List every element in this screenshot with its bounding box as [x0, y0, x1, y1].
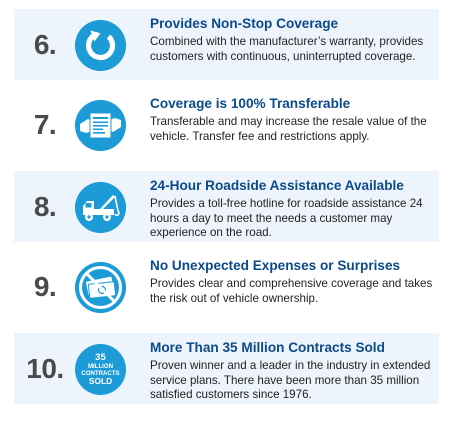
document-transfer-icon	[75, 100, 126, 151]
item-description: Provides clear and comprehensive coverag…	[150, 277, 433, 305]
item-description: Transferable and may increase the resale…	[150, 115, 427, 143]
benefit-item-7: 7. Coverage is 100% Transferable Transfe…	[14, 89, 439, 160]
item-title: Coverage is 100% Transferable	[150, 96, 351, 111]
item-number: 8.	[33, 190, 57, 222]
badge-number: 35	[95, 352, 106, 363]
item-number: 9.	[33, 270, 57, 302]
item-number: 7.	[33, 108, 57, 140]
no-money-icon	[75, 262, 126, 313]
benefit-item-10: 10. 35 MILLION CONTRACTS SOLD More Than …	[14, 333, 439, 404]
badge-million: MILLION	[87, 363, 114, 370]
circular-arrow-icon	[75, 20, 126, 71]
item-description: Proven winner and a leader in the indust…	[150, 359, 431, 402]
item-number: 10.	[26, 352, 64, 384]
contracts-sold-badge: 35 MILLION CONTRACTS SOLD	[75, 344, 126, 395]
benefit-item-8: 8. 24-Hour Roadside Assistance Available…	[14, 171, 439, 242]
benefit-item-9: 9. No Unexpected Expenses or Surprises P…	[14, 251, 439, 322]
benefit-item-6: 6. Provides Non-Stop Coverage Combined w…	[14, 9, 439, 80]
badge-contracts: CONTRACTS	[81, 370, 120, 377]
item-title: More Than 35 Million Contracts Sold	[150, 340, 385, 355]
item-title: Provides Non-Stop Coverage	[150, 16, 339, 31]
item-title: No Unexpected Expenses or Surprises	[150, 258, 401, 273]
badge-sold: SOLD	[88, 376, 113, 386]
item-description: Combined with the manufacturer’s warrant…	[150, 35, 424, 63]
item-description: Provides a toll-free hotline for roadsid…	[150, 197, 423, 240]
item-title: 24-Hour Roadside Assistance Available	[150, 178, 404, 193]
tow-truck-icon	[75, 182, 126, 233]
item-number: 6.	[33, 28, 57, 60]
